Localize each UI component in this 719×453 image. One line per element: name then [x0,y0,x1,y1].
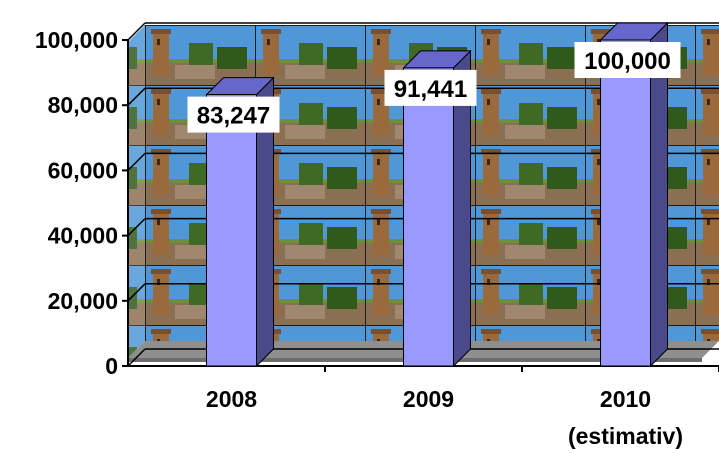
y-tick-label: 60,000 [48,157,118,183]
gridline-diagonal [127,348,146,367]
gridline-diagonal [127,283,146,302]
data-label-box [574,42,681,78]
data-label-text: 91,441 [394,76,467,103]
data-label-box [384,69,477,106]
data-label: 91,441 [384,69,477,106]
bar-front [403,67,454,367]
x-tick-label: 2009 [403,386,454,412]
bar [599,21,669,368]
bar-front [600,39,651,367]
y-tick-label: 0 [105,353,118,379]
y-tick-label: 40,000 [48,223,118,249]
axes: 0 20,000 40,000 60,000 80,000 100,000 [35,27,719,379]
bar [402,49,472,368]
y-tick-label: 100,000 [35,27,118,53]
data-label-text: 100,000 [584,48,671,75]
y-tick-label: 80,000 [48,92,118,118]
gridline-diagonal [127,218,146,237]
gridline-diagonal [127,152,146,171]
gridline-diagonal [127,87,146,106]
bar-front [206,94,257,367]
bars [205,21,669,368]
x-tick-label: 2010 [600,386,651,412]
bar [205,76,275,368]
data-label-box [187,96,280,133]
labels: 2008 83,247 2009 91,441 2010 (estimativ) 100,0… [187,42,683,449]
data-label: 83,247 [187,96,280,133]
y-tick-label: 20,000 [48,288,118,314]
x-tick-label: 2008 [206,386,257,412]
gridline-diagonal [127,22,146,41]
data-label-text: 83,247 [197,103,270,130]
x-tick-sublabel: (estimativ) [568,423,683,449]
data-label: 100,000 [574,42,681,78]
side-wall [128,25,145,358]
